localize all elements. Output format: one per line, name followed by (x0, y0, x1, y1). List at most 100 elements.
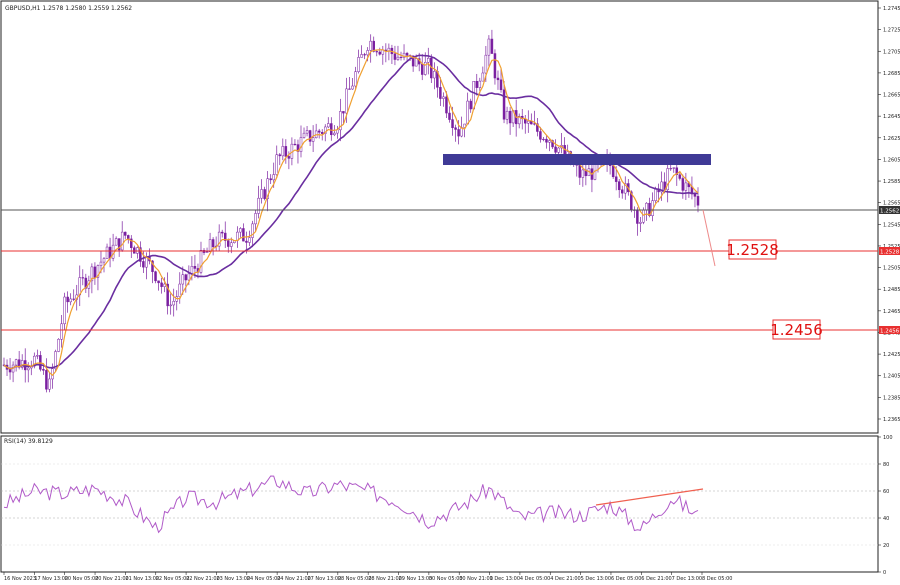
candle-body (339, 111, 342, 131)
candle-body (472, 81, 475, 110)
candle-body (654, 188, 657, 201)
level2-label: 1.2456 (770, 321, 823, 339)
candle-body (193, 266, 197, 269)
candle-body (172, 301, 175, 306)
price-axis: 1.2745 1.2725 1.2705 1.2685 1.2665 1.2645 1.26… (878, 6, 900, 423)
level1-label: 1.2528 (726, 241, 779, 259)
candle-body (263, 189, 266, 199)
candle-body (157, 280, 160, 284)
rsi-tick-label: 80 (883, 462, 889, 468)
candle-body (227, 240, 230, 247)
candle-body (117, 238, 121, 251)
candle-body (454, 127, 457, 130)
candle-body (17, 359, 21, 368)
time-tick-label: 4 Dec 21:00 (550, 576, 580, 582)
price-tick-label: 1.2665 (883, 93, 900, 99)
slow-moving-average (3, 54, 699, 370)
candle-body (293, 143, 297, 146)
candle-body (178, 283, 182, 297)
level2-tag-bg (879, 326, 900, 334)
price-tick-label: 1.2545 (883, 222, 900, 228)
candle-body (399, 56, 403, 58)
candle-body (475, 81, 479, 88)
candle-body (533, 123, 536, 125)
candle-body (639, 221, 642, 224)
price-tick-label: 1.2625 (883, 136, 900, 142)
candle-body (366, 50, 369, 56)
candle-body (581, 169, 585, 178)
candle-body (269, 178, 272, 181)
candle-body (114, 238, 118, 246)
candle-body (414, 58, 418, 67)
candle-body (375, 51, 379, 53)
candle-body (508, 110, 512, 124)
candle-body (433, 71, 436, 79)
candle-body (308, 130, 312, 142)
candle-body (230, 242, 233, 247)
time-tick-label: 28 Nov 21:00 (368, 576, 402, 582)
rsi-tick-label: 100 (883, 435, 893, 441)
candle-body (345, 88, 348, 114)
time-tick-label: 20 Nov 05:00 (65, 576, 99, 582)
candle-body (645, 202, 648, 211)
time-tick-label: 6 Dec 21:00 (641, 576, 671, 582)
candle-body (611, 165, 615, 178)
time-tick-label: 16 Nov 2023 (4, 576, 36, 582)
candle-body (48, 378, 51, 390)
candle-body (554, 146, 557, 153)
time-tick-label: 30 Nov 21:00 (459, 576, 493, 582)
candle-body (548, 140, 551, 143)
candle-body (393, 53, 397, 60)
candle-body (242, 228, 245, 242)
candle-body (323, 126, 327, 134)
time-tick-label: 17 Nov 13:00 (34, 576, 68, 582)
candle-body (636, 209, 639, 224)
candle-body (578, 164, 582, 178)
candle-body (536, 123, 539, 132)
candle-body (130, 238, 133, 248)
candle-body (20, 360, 24, 368)
candle-body (442, 96, 445, 99)
time-tick-label: 27 Nov 13:00 (307, 576, 341, 582)
level2-tag: 1.2456 (880, 329, 900, 335)
candle-body (693, 193, 697, 197)
rsi-tick-label: 20 (883, 543, 889, 549)
candle-body (63, 296, 66, 325)
candle-body (93, 266, 97, 278)
time-tick-label: 24 Nov 05:00 (247, 576, 281, 582)
candle-body (357, 57, 360, 72)
candle-body (181, 274, 185, 285)
candle-body (551, 140, 554, 148)
rsi-tick-label: 40 (883, 516, 889, 522)
current-price-tag: 1.2562 (880, 209, 899, 215)
candle-body (678, 174, 682, 179)
candle-body (327, 123, 330, 128)
candle-body (60, 323, 63, 340)
level1-tag: 1.2528 (880, 250, 900, 256)
candle-body (57, 339, 60, 352)
rsi-axis: 100 80 60 40 20 0 (878, 435, 893, 576)
candle-body (142, 261, 145, 268)
current-price-tag-bg (879, 206, 900, 214)
candle-body (163, 283, 166, 287)
candle-body (617, 181, 621, 191)
candle-body (36, 355, 39, 357)
candle-body (445, 96, 448, 114)
candle-body (378, 51, 382, 55)
rsi-line (3, 475, 699, 534)
price-tick-label: 1.2505 (883, 266, 900, 272)
candle-body (102, 258, 106, 263)
candle-body (205, 251, 209, 253)
candle-body (372, 40, 375, 52)
candle-body (451, 119, 454, 128)
price-tick-label: 1.2385 (883, 395, 900, 401)
candle-body (420, 63, 424, 75)
candle-body (14, 359, 18, 366)
level1-tag-bg (879, 247, 900, 255)
candle-body (299, 137, 303, 152)
price-pane-frame (0, 0, 879, 434)
candle-body (302, 132, 306, 138)
time-tick-label: 7 Dec 13:00 (672, 576, 702, 582)
